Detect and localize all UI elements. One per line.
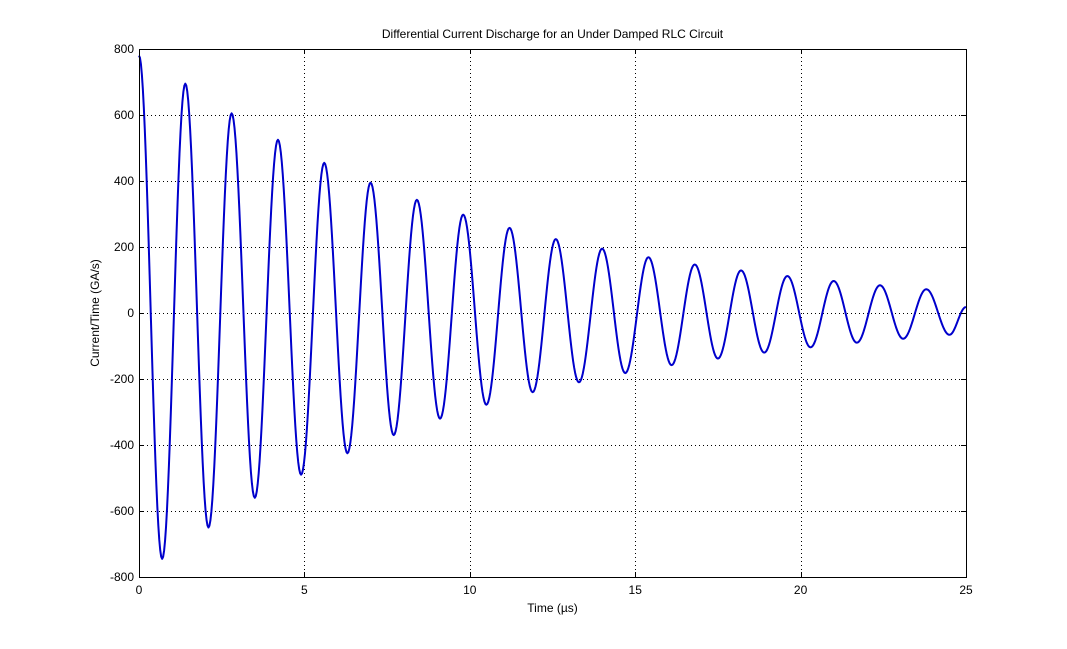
x-tick-label: 25 [959,583,973,597]
y-axis-label: Current/Time (GA/s) [88,259,102,367]
y-tick-label: -600 [110,504,134,518]
y-tick-label: -200 [110,372,134,386]
x-tick-label: 5 [301,583,308,597]
x-tick-label: 10 [463,583,477,597]
y-tick-label: 0 [127,306,134,320]
y-tick-label: 400 [114,174,134,188]
x-tick-label: 0 [136,583,143,597]
y-tick-label: -800 [110,570,134,584]
plot-series [138,55,967,560]
chart-title: Differential Current Discharge for an Un… [382,27,724,41]
grid [139,49,966,577]
x-axis-label: Time (µs) [527,601,577,615]
x-tick-label: 15 [629,583,643,597]
y-tick-label: -400 [110,438,134,452]
y-tick-label: 600 [114,108,134,122]
x-tick-label: 20 [794,583,808,597]
y-tick-label: 200 [114,240,134,254]
axis-ticks [139,49,967,578]
tick-labels: 0 5 10 15 20 25 -800 -600 -400 -200 0 200 400 600 800 [110,42,973,597]
y-tick-label: 800 [114,42,134,56]
series-line [138,55,967,560]
